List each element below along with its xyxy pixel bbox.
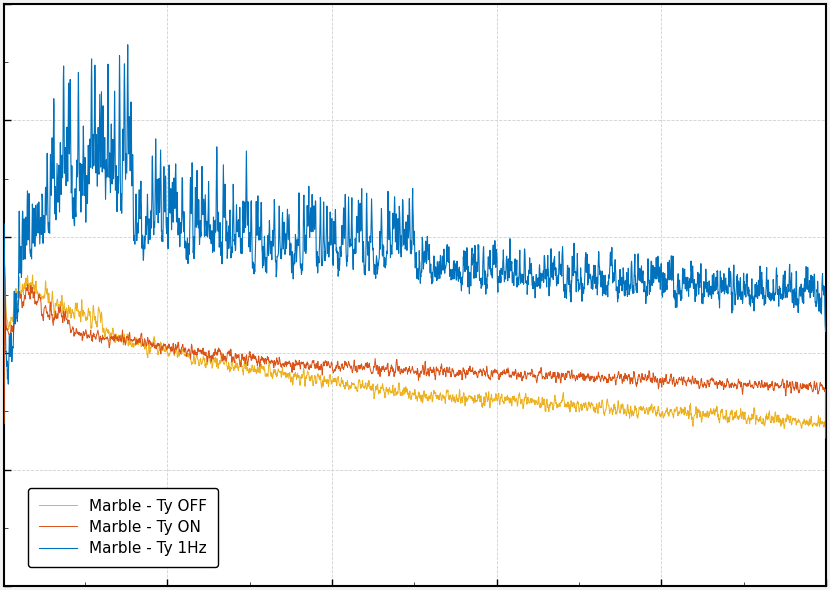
Marble - Ty ON bbox=[805, 381, 815, 388]
Line: Marble - Ty 1Hz: Marble - Ty 1Hz bbox=[4, 45, 826, 384]
Marble - Ty 1Hz bbox=[93, 124, 103, 131]
Marble - Ty OFF bbox=[805, 421, 815, 428]
Marble - Ty OFF bbox=[350, 385, 360, 392]
Line: Marble - Ty OFF: Marble - Ty OFF bbox=[4, 267, 826, 466]
Marble - Ty 1Hz bbox=[717, 285, 727, 292]
Marble - Ty 1Hz bbox=[821, 324, 830, 332]
Marble - Ty 1Hz bbox=[315, 228, 325, 235]
Line: Marble - Ty ON: Marble - Ty ON bbox=[4, 276, 826, 438]
Marble - Ty OFF bbox=[0, 263, 10, 270]
Marble - Ty OFF bbox=[716, 406, 726, 413]
Marble - Ty 1Hz bbox=[123, 41, 133, 48]
Marble - Ty 1Hz bbox=[350, 237, 360, 244]
Marble - Ty 1Hz bbox=[142, 202, 152, 209]
Marble - Ty ON bbox=[350, 367, 360, 374]
Marble - Ty OFF bbox=[315, 376, 325, 384]
Marble - Ty ON bbox=[315, 363, 325, 371]
Marble - Ty ON bbox=[142, 341, 152, 348]
Marble - Ty ON bbox=[0, 273, 10, 280]
Marble - Ty 1Hz bbox=[3, 381, 13, 388]
Marble - Ty OFF bbox=[0, 416, 9, 423]
Marble - Ty OFF bbox=[93, 308, 103, 315]
Marble - Ty 1Hz bbox=[805, 294, 815, 301]
Marble - Ty OFF bbox=[821, 463, 830, 470]
Marble - Ty ON bbox=[0, 420, 9, 427]
Marble - Ty ON bbox=[821, 434, 830, 441]
Marble - Ty ON bbox=[716, 379, 726, 386]
Legend: Marble - Ty OFF, Marble - Ty ON, Marble - Ty 1Hz: Marble - Ty OFF, Marble - Ty ON, Marble … bbox=[28, 488, 218, 566]
Marble - Ty OFF bbox=[142, 350, 152, 358]
Marble - Ty 1Hz bbox=[0, 221, 9, 228]
Marble - Ty ON bbox=[93, 328, 103, 335]
